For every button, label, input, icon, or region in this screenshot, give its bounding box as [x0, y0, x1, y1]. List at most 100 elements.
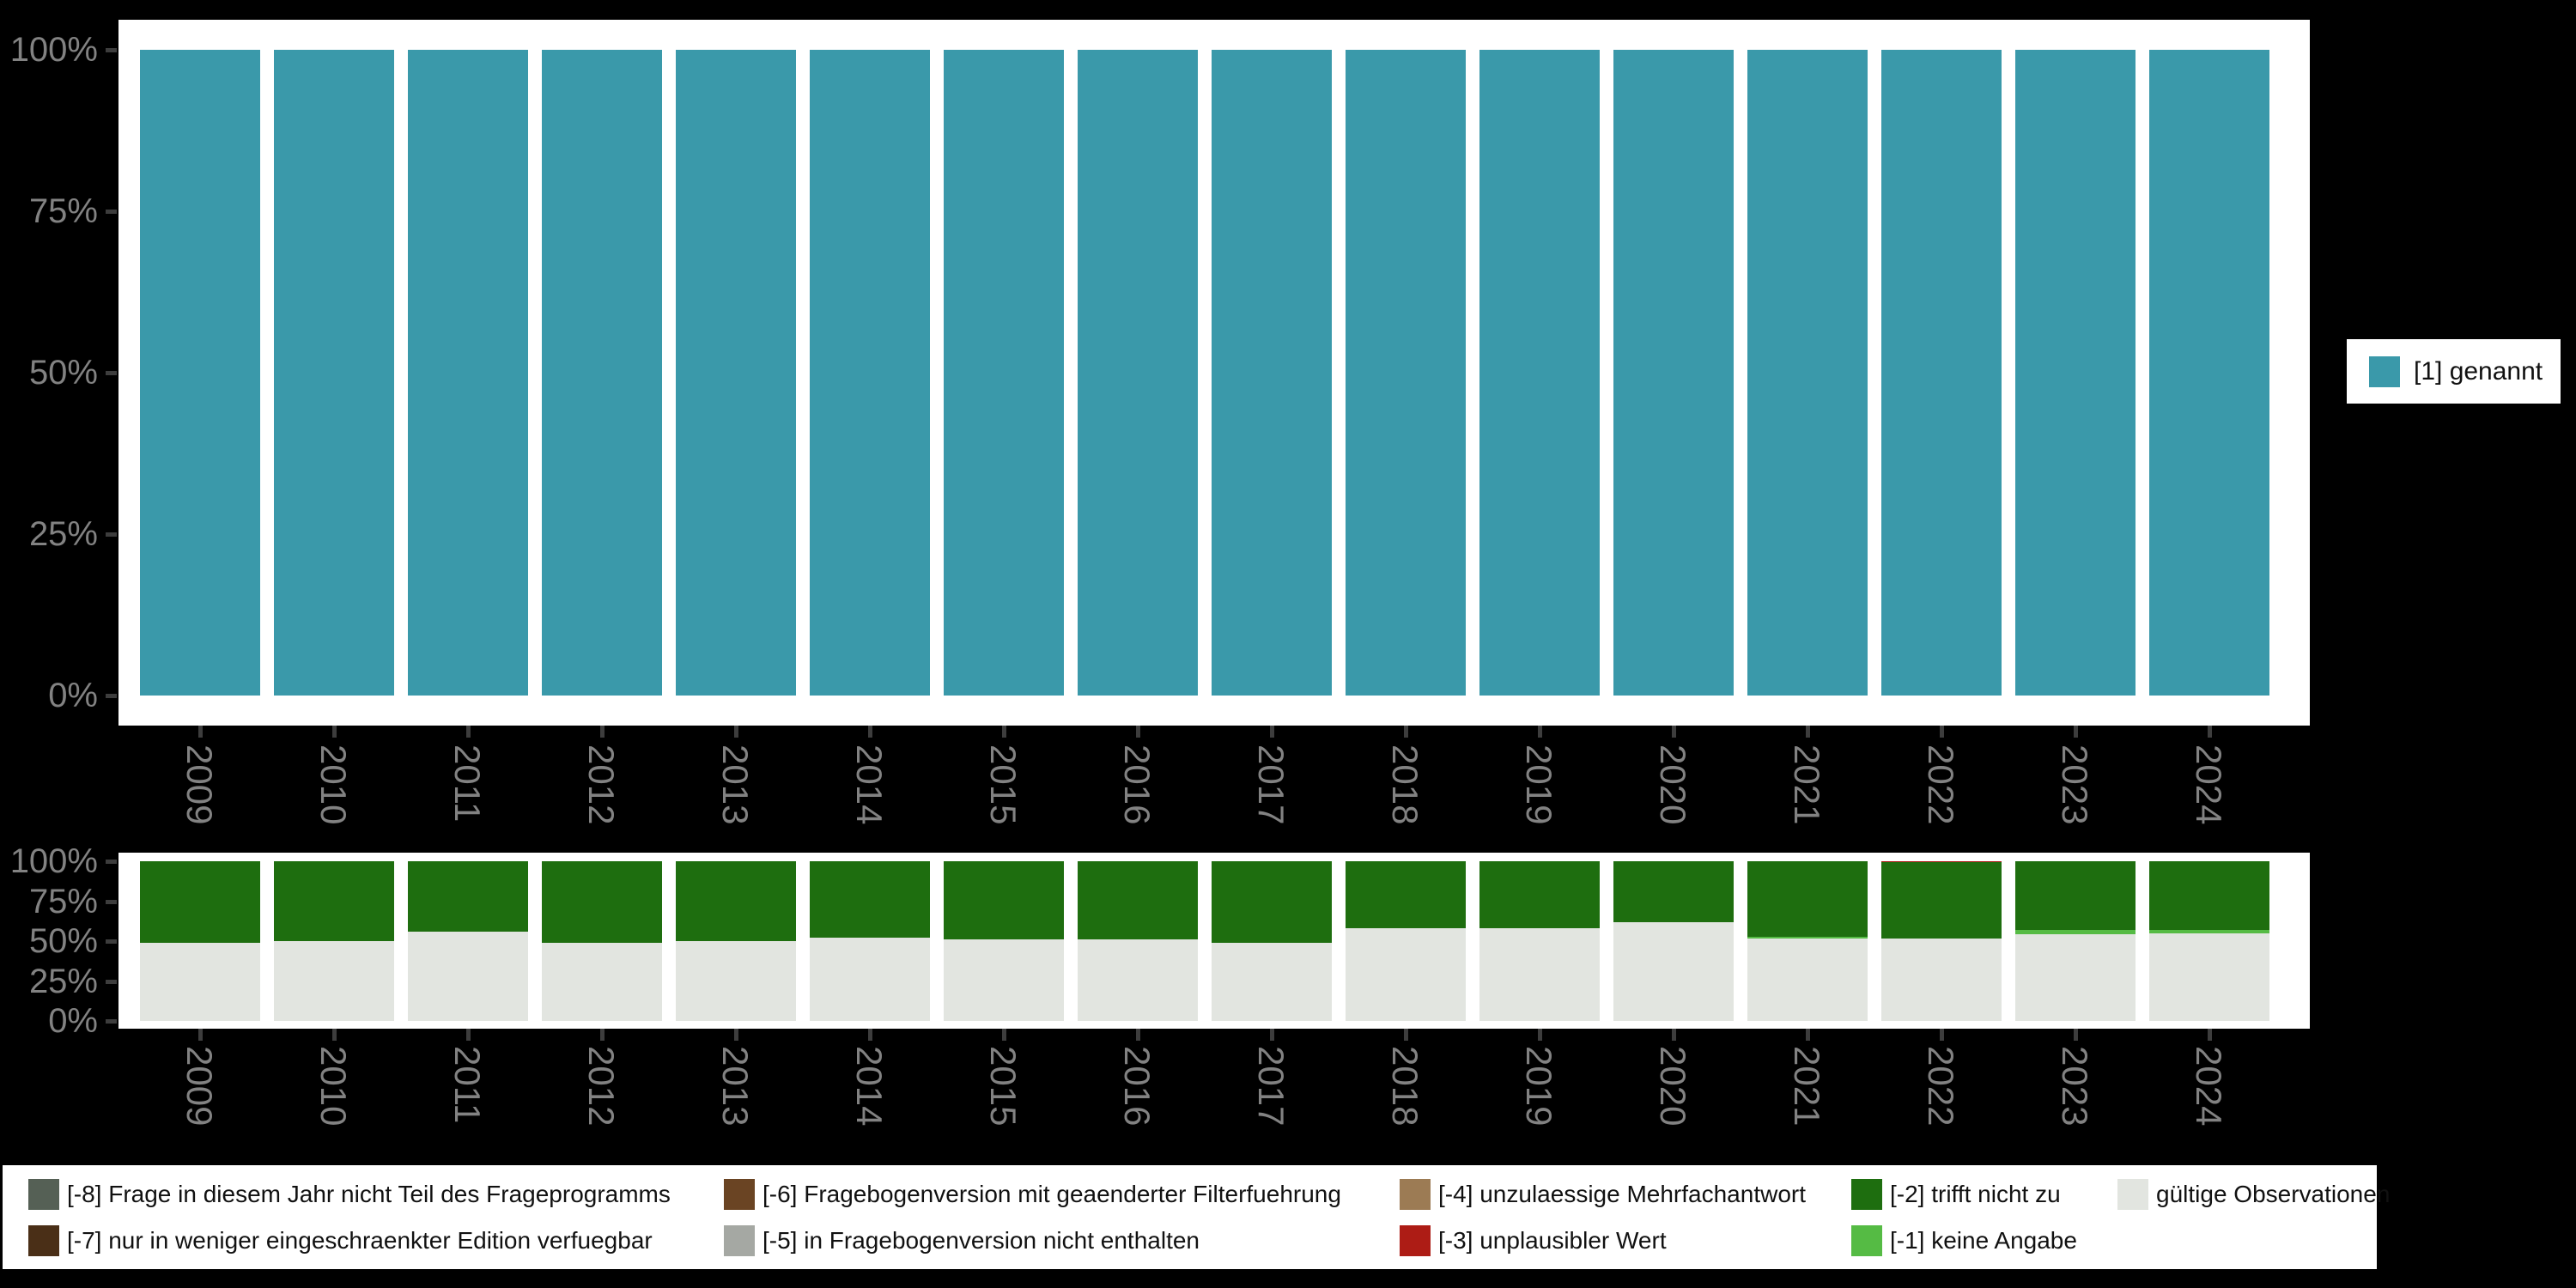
- bar-2019: [1479, 50, 1600, 696]
- bar-2015: [944, 861, 1064, 1021]
- bar-segment: [944, 861, 1064, 940]
- y-axis-tick-mark: [106, 532, 117, 537]
- legend-swatch-genannt: [2369, 355, 2400, 387]
- x-axis-tick-label: 2014: [849, 1046, 890, 1127]
- bar-2024: [2149, 50, 2269, 696]
- bar-segment: [274, 861, 394, 941]
- bar-2023: [2015, 861, 2136, 1021]
- x-axis-tick-label: 2019: [1519, 744, 1559, 825]
- bar-segment: [1613, 861, 1734, 922]
- bar-segment: [542, 942, 662, 1021]
- bar-segment: [676, 861, 796, 941]
- legend-label: gültige Observationen: [2156, 1181, 2391, 1207]
- x-axis-tick-label: 2012: [581, 744, 622, 825]
- bar-2021: [1747, 861, 1868, 1021]
- x-axis-tick-mark: [1672, 1029, 1676, 1041]
- x-axis-tick-label: 2018: [1385, 744, 1425, 825]
- bar-segment: [1881, 939, 2002, 1021]
- bar-segment: [542, 861, 662, 943]
- bar-2022: [1881, 861, 2002, 1021]
- x-axis-tick-mark: [2208, 726, 2212, 738]
- bar-segment: [1479, 928, 1600, 1021]
- x-axis-tick-label: 2015: [983, 1046, 1024, 1127]
- legend-swatch: [724, 1179, 755, 1210]
- y-axis-tick-label: 0%: [48, 677, 98, 714]
- x-axis-tick-label: 2020: [1653, 744, 1693, 825]
- bar-2012: [542, 861, 662, 1021]
- top-chart-legend: [1] genannt: [2347, 339, 2561, 404]
- x-axis-tick-mark: [332, 726, 337, 738]
- bar-segment: [810, 938, 930, 1021]
- bar-2014: [810, 861, 930, 1021]
- bar-segment: [274, 50, 394, 696]
- bar-2009: [140, 50, 260, 696]
- x-axis-tick-mark: [1404, 726, 1408, 738]
- legend-label-genannt: [1] genannt: [2414, 356, 2543, 386]
- bar-segment: [1346, 50, 1466, 696]
- bar-2014: [810, 50, 930, 696]
- y-axis-tick-label: 25%: [28, 962, 98, 1000]
- bar-segment: [2015, 861, 2136, 930]
- bar-segment: [1078, 861, 1198, 940]
- bar-segment: [2149, 933, 2269, 1021]
- x-axis-tick-mark: [1136, 1029, 1140, 1041]
- x-axis-tick-label: 2010: [313, 1046, 354, 1127]
- bar-segment: [2015, 933, 2136, 1021]
- bar-segment: [140, 50, 260, 696]
- legend-item: [-5] in Fragebogenversion nicht enthalte…: [724, 1225, 1200, 1256]
- x-axis-tick-label: 2021: [1787, 1046, 1827, 1127]
- legend-label: [-4] unzulaessige Mehrfachantwort: [1438, 1181, 1806, 1207]
- bar-2012: [542, 50, 662, 696]
- y-axis-tick-mark: [106, 979, 117, 984]
- legend-swatch: [1400, 1179, 1431, 1210]
- x-axis-tick-mark: [1136, 726, 1140, 738]
- x-axis-tick-label: 2009: [179, 1046, 220, 1127]
- x-axis-tick-mark: [2074, 1029, 2078, 1041]
- x-axis-tick-mark: [868, 726, 872, 738]
- legend-label: [-1] keine Angabe: [1890, 1227, 2077, 1254]
- bar-segment: [1479, 50, 1600, 696]
- bar-segment: [1212, 942, 1332, 1021]
- y-axis-tick-mark: [106, 899, 117, 904]
- bar-segment: [140, 942, 260, 1021]
- bar-segment: [676, 50, 796, 696]
- bar-segment: [1747, 861, 1868, 937]
- legend-item: [-1] keine Angabe: [1851, 1225, 2077, 1256]
- bar-segment: [408, 931, 528, 1021]
- x-axis-tick-mark: [466, 1029, 471, 1041]
- x-axis-tick-label: 2024: [2189, 1046, 2229, 1127]
- x-axis-tick-mark: [332, 1029, 337, 1041]
- bar-2010: [274, 861, 394, 1021]
- x-axis-tick-mark: [1672, 726, 1676, 738]
- x-axis-tick-mark: [198, 726, 203, 738]
- bar-2016: [1078, 861, 1198, 1021]
- bar-segment: [2015, 50, 2136, 696]
- x-axis-tick-mark: [1806, 1029, 1810, 1041]
- legend-item: [-6] Fragebogenversion mit geaenderter F…: [724, 1179, 1341, 1210]
- x-axis-tick-mark: [1940, 726, 1944, 738]
- x-axis-tick-label: 2021: [1787, 744, 1827, 825]
- legend-label: [-3] unplausibler Wert: [1438, 1227, 1667, 1254]
- legend-item: [-8] Frage in diesem Jahr nicht Teil des…: [28, 1179, 671, 1210]
- legend-label: [-7] nur in weniger eingeschraenkter Edi…: [67, 1227, 653, 1254]
- bar-2018: [1346, 50, 1466, 696]
- legend-item: [-4] unzulaessige Mehrfachantwort: [1400, 1179, 1806, 1210]
- y-axis-tick-label: 75%: [28, 882, 98, 920]
- bar-segment: [2149, 50, 2269, 696]
- x-axis-tick-mark: [1940, 1029, 1944, 1041]
- bar-2011: [408, 861, 528, 1021]
- bar-2017: [1212, 50, 1332, 696]
- legend-item: [-3] unplausibler Wert: [1400, 1225, 1667, 1256]
- bar-2022: [1881, 50, 2002, 696]
- legend-item: gültige Observationen: [2117, 1179, 2390, 1210]
- bar-segment: [274, 941, 394, 1021]
- x-axis-tick-mark: [600, 1029, 605, 1041]
- x-axis-tick-label: 2011: [447, 744, 488, 823]
- y-axis-tick-mark: [106, 939, 117, 944]
- missing-values-legend: [-8] Frage in diesem Jahr nicht Teil des…: [3, 1165, 2390, 1269]
- legend-swatch: [2117, 1179, 2148, 1210]
- y-axis-tick-mark: [106, 210, 117, 214]
- bar-segment: [1212, 861, 1332, 943]
- bar-2019: [1479, 861, 1600, 1021]
